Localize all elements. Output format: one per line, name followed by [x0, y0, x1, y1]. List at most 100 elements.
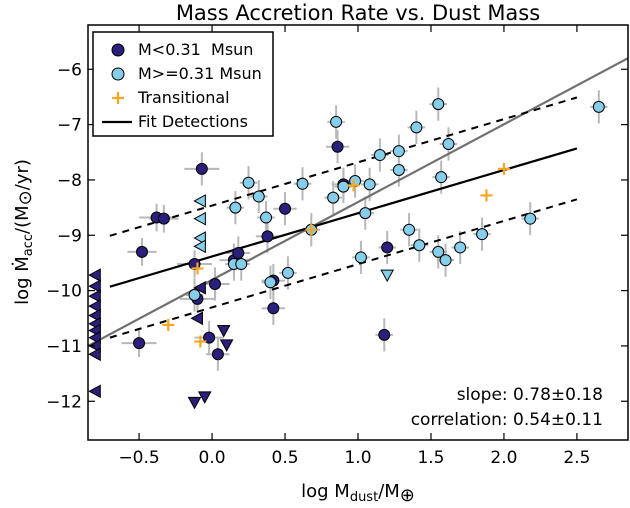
data-point [392, 145, 405, 158]
upper-limit-left-marker [88, 289, 101, 303]
upper-limit-down-marker [380, 269, 395, 283]
x-tick-label: 2.5 [563, 448, 590, 468]
axis-ticks: −0.5 0.0 0.5 1.0 1.5 2.0 2.5 −12 −11 −10 −9 −8 −7 −6 [46, 25, 628, 468]
y-axis-label-symbol: ⊙ [15, 190, 36, 205]
upper-limit-left-marker [193, 239, 206, 254]
upper-limit-left-marker [88, 330, 101, 345]
data-point [403, 223, 416, 236]
data-point [264, 276, 277, 289]
data-point [133, 337, 146, 350]
transitional-point [305, 223, 318, 236]
legend-label-low-mass: M<0.31 Msun [138, 40, 253, 59]
data-point [354, 251, 367, 264]
data-point [476, 228, 489, 241]
correlation-annotation: correlation: 0.54±0.11 [411, 410, 603, 430]
transitional-point [194, 335, 207, 348]
y-axis-label: log Ṁacc/(M⊙/yr) [12, 159, 36, 305]
transitional-point [191, 262, 204, 275]
data-point [235, 258, 248, 271]
data-point [136, 245, 148, 258]
data-point [524, 212, 537, 225]
data-point [279, 202, 292, 215]
legend-marker-low-mass [111, 43, 125, 57]
data-point [392, 163, 405, 176]
x-tick-label: 0.0 [199, 448, 226, 468]
data-point [203, 331, 216, 344]
legend-marker-high-mass [111, 67, 125, 81]
x-tick-label: 2.0 [490, 448, 517, 468]
data-point [327, 191, 340, 204]
x-axis-label-subscript: dust [350, 490, 378, 505]
x-axis-label-symbol: ⊕ [400, 485, 415, 506]
data-point [261, 230, 274, 243]
data-point [363, 178, 376, 191]
upper-limit-left-marker [88, 384, 101, 399]
chart-title: Mass Accretion Rate vs. Dust Mass [176, 1, 540, 25]
data-point [229, 201, 242, 214]
data-point [439, 254, 452, 267]
slope-annotation: slope: 0.78±0.18 [457, 385, 603, 405]
transitional-point [480, 189, 493, 202]
y-tick-label: −12 [46, 392, 82, 412]
y-tick-label: −8 [57, 171, 82, 191]
data-point [359, 207, 372, 220]
data-point [410, 121, 423, 134]
data-point [330, 115, 343, 128]
x-tick-label: 0.5 [272, 448, 299, 468]
plot-area [87, 57, 629, 410]
y-tick-label: −7 [57, 116, 82, 136]
upper-limit-down-marker [216, 324, 231, 338]
data-point [252, 190, 265, 203]
data-point [413, 239, 426, 252]
fit-upper-dashed-line [109, 96, 578, 237]
transitional-point [162, 318, 175, 331]
x-axis-label-tail: /M [378, 481, 400, 502]
legend-marker-transitional [112, 92, 124, 104]
upper-limit-left-marker [190, 311, 203, 326]
upper-limit-left-marker [193, 231, 206, 245]
data-point [281, 266, 294, 279]
transitional-point [497, 162, 510, 175]
y-axis-label-end: /yr) [12, 159, 33, 190]
x-tick-label: 1.5 [417, 448, 444, 468]
upper-limit-left-marker [88, 347, 101, 362]
upper-limit-left-marker [88, 299, 101, 313]
transitional-point [347, 179, 360, 192]
data-point [188, 289, 201, 302]
x-tick-label: −0.5 [118, 448, 159, 468]
data-point [232, 246, 245, 259]
data-point [442, 137, 455, 150]
y-tick-label: −11 [46, 337, 82, 357]
upper-limit-left-marker [88, 308, 101, 323]
upper-limit-down-marker [187, 396, 202, 410]
fit-lines [87, 57, 629, 347]
data-point [211, 348, 224, 361]
x-axis-label-main: log M [301, 481, 350, 502]
data-point [454, 241, 467, 254]
data-point [337, 180, 350, 193]
y-axis-label-subscript: acc [21, 234, 36, 256]
data-point [381, 241, 394, 254]
y-axis-label-main: log Ṁ [12, 256, 33, 305]
data-point [195, 162, 208, 175]
data-point [331, 140, 344, 153]
fit-line [109, 147, 578, 288]
upper-limit-left-marker [193, 194, 206, 208]
upper-limit-left-marker [88, 279, 101, 294]
legend: M<0.31 Msun M>=0.31 Msun Transitional Fi… [92, 31, 274, 137]
data-point [242, 176, 255, 189]
data-point [296, 177, 309, 190]
data-point [208, 277, 221, 290]
data-point [432, 98, 445, 111]
data-point [378, 328, 391, 341]
legend-label-fit: Fit Detections [138, 112, 248, 131]
upper-limit-left-marker [193, 211, 206, 226]
x-tick-label: 1.0 [344, 448, 371, 468]
y-tick-label: −10 [46, 282, 82, 302]
upper-limit-down-marker [219, 339, 234, 352]
data-point [432, 245, 445, 258]
x-axis-label: log Mdust/M⊕ [301, 481, 415, 506]
data-point [373, 149, 386, 162]
one-to-one-line [87, 57, 629, 347]
